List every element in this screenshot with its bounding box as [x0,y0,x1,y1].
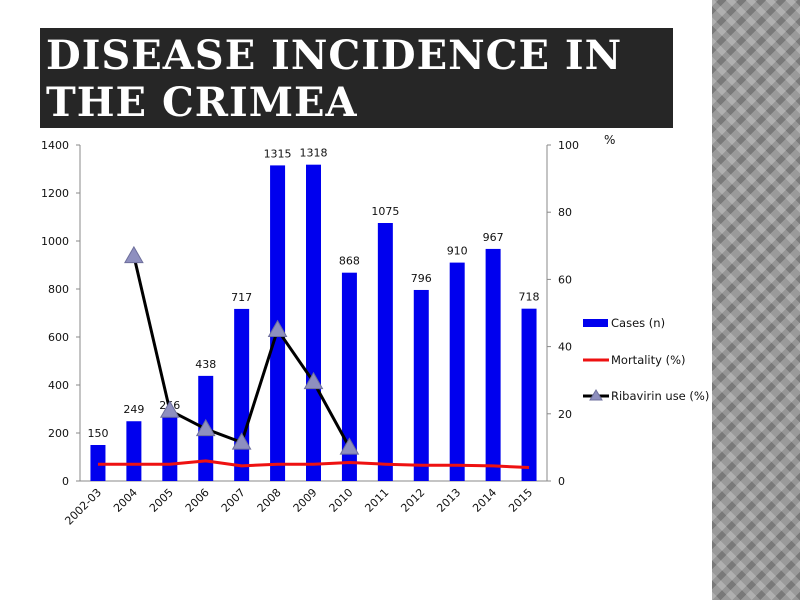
y-left-tick-label: 1400 [41,139,69,152]
x-tick-label: 2015 [506,486,535,515]
bar-data-label: 910 [447,245,468,258]
x-tick-label: 2012 [398,486,427,515]
bar-cases [126,421,142,481]
legend-label: Cases (n) [611,316,665,330]
bar-data-label: 868 [339,255,360,268]
bar-cases [306,164,321,481]
bar-data-label: 718 [519,291,540,304]
y-right-tick-label: 0 [558,475,565,488]
bar-data-label: 717 [231,291,252,304]
y-right-axis-label: % [604,133,615,147]
bar-data-label: 1075 [371,205,399,218]
x-tick-label: 2007 [219,486,248,515]
ribavirin-marker [159,400,180,418]
y-left-tick-label: 200 [48,427,69,440]
y-left-tick-label: 800 [48,283,69,296]
bar-data-label: 796 [411,272,432,285]
y-right-tick-label: 60 [558,273,572,286]
decorative-side-pattern [712,0,800,600]
bar-data-label: 1315 [264,147,292,160]
bar-data-label: 150 [87,427,108,440]
slide-title: Disease incidence in the Crimea [46,32,623,126]
y-left-tick-label: 0 [62,475,69,488]
bar-data-label: 249 [123,403,144,416]
ribavirin-marker [195,418,216,437]
bar-cases [485,248,501,481]
y-left-tick-label: 1200 [41,187,69,200]
bar-cases [377,223,393,481]
x-tick-label: 2004 [111,486,140,515]
ribavirin-marker [339,437,360,455]
series-line-mortality [97,459,530,470]
bar-data-label: 1318 [300,147,328,160]
legend-label: Mortality (%) [611,353,686,367]
legend-ribavirin-marker [589,389,603,401]
bar-data-label: 438 [195,358,216,371]
y-left-tick-label: 600 [48,331,69,344]
ribavirin-marker [267,319,288,338]
ribavirin-marker [231,432,252,450]
title-box: Disease incidence in the Crimea [40,28,673,128]
y-right-tick-label: 100 [558,139,579,152]
legend-swatch-cases [583,319,608,327]
y-left-tick-label: 1000 [41,235,69,248]
x-tick-label: 2010 [327,486,356,515]
y-right-tick-label: 80 [558,206,572,219]
x-tick-label: 2006 [183,486,212,515]
ribavirin-marker [124,245,144,264]
x-tick-label: 2011 [362,486,391,515]
legend-label: Ribavirin use (%) [611,389,709,403]
bar-data-label: 967 [483,231,504,244]
bar-cases [162,417,178,481]
y-right-tick-label: 40 [558,341,572,354]
x-tick-label: 2005 [147,486,176,515]
bar-cases [521,308,537,481]
bar-cases [341,272,357,481]
y-right-tick-label: 20 [558,408,572,421]
y-left-tick-label: 400 [48,379,69,392]
x-tick-label: 2008 [255,486,284,515]
x-tick-label: 2014 [470,486,499,515]
ribavirin-marker [303,371,324,390]
x-tick-label: 2002-03 [62,486,104,528]
x-tick-label: 2009 [291,486,320,515]
bar-cases [234,308,250,481]
x-tick-label: 2013 [434,486,463,515]
bar-cases [413,289,429,481]
bar-cases [449,262,465,481]
